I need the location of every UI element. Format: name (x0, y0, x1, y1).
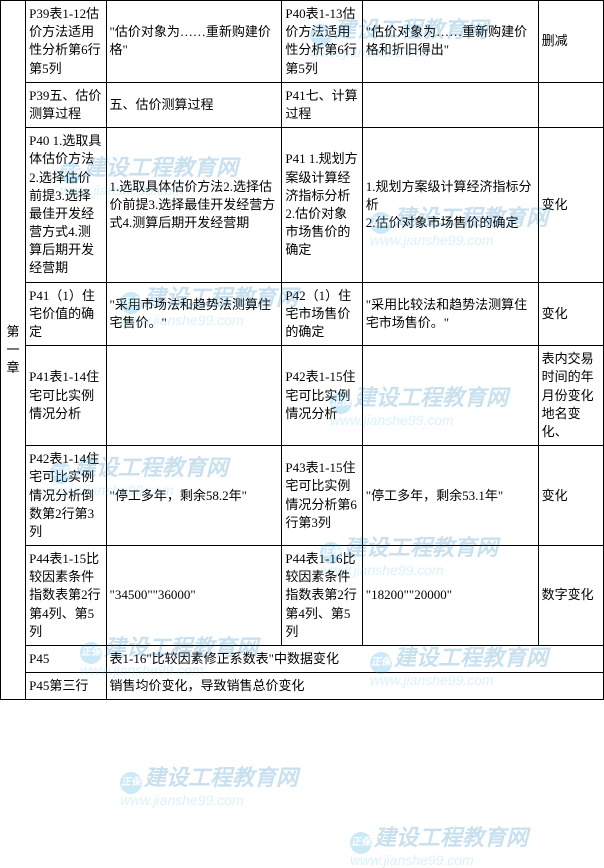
old-content-cell: "估价对象为……重新购建价格" (106, 1, 282, 83)
old-content-cell: "34500""36000" (106, 546, 282, 646)
table-row: P41（1）住宅价值的确定"采用市场法和趋势法测算住宅售价。"P42（1）住宅市… (1, 282, 604, 346)
change-type-cell: 表内交易时间的年月份变化地名变化、 (538, 346, 603, 446)
old-content-cell (106, 346, 282, 446)
new-content-cell (362, 82, 538, 127)
old-ref-cell: P45第三行 (26, 673, 106, 700)
old-ref-cell: P44表1-15比较因素条件指数表第2行第4列、第5列 (26, 546, 106, 646)
new-content-cell: "18200""20000" (362, 546, 538, 646)
table-row: P39五、估价测算过程五、估价测算过程P41七、计算过程 (1, 82, 604, 127)
new-ref-cell: P42表1-15住宅可比实例情况分析 (282, 346, 362, 446)
old-content-cell: "停工多年，剩余58.2年" (106, 446, 282, 546)
watermark: 正保建设工程教育网www.jianshe99.com (350, 820, 528, 868)
change-type-cell (538, 82, 603, 127)
old-ref-cell: P45 (26, 646, 106, 673)
table-row: P42表1-14住宅可比实例情况分析倒数第2行第3列"停工多年，剩余58.2年"… (1, 446, 604, 546)
old-ref-cell: P40 1.选取具体估价方法2.选择估价前提3.选择最佳开发经营方式4.测算后期… (26, 128, 106, 283)
new-content-cell: "估价对象为……重新购建价格和折旧得出" (362, 1, 538, 83)
new-ref-cell: P40表1-13估价方法适用性分析第6行第5列 (282, 1, 362, 83)
chapter-label-cell: 第一章 (1, 1, 26, 700)
comparison-table: 第一章P39表1-12估价方法适用性分析第6行第5列"估价对象为……重新购建价格… (0, 0, 604, 700)
table-row: P44表1-15比较因素条件指数表第2行第4列、第5列"34500""36000… (1, 546, 604, 646)
old-ref-cell: P42表1-14住宅可比实例情况分析倒数第2行第3列 (26, 446, 106, 546)
table-row: P45表1-16"比较因素修正系数表"中数据变化 (1, 646, 604, 673)
new-content-cell: "采用比较法和趋势法测算住宅市场售价。" (362, 282, 538, 346)
new-ref-cell: P41七、计算过程 (282, 82, 362, 127)
old-content-cell: 销售均价变化，导致销售总价变化 (106, 673, 603, 700)
watermark: 正保建设工程教育网www.jianshe99.com (120, 760, 298, 808)
old-ref-cell: P41（1）住宅价值的确定 (26, 282, 106, 346)
change-type-cell: 变化 (538, 128, 603, 283)
old-content-cell: 表1-16"比较因素修正系数表"中数据变化 (106, 646, 603, 673)
change-type-cell: 数字变化 (538, 546, 603, 646)
old-ref-cell: P39五、估价测算过程 (26, 82, 106, 127)
table-row: 第一章P39表1-12估价方法适用性分析第6行第5列"估价对象为……重新购建价格… (1, 1, 604, 83)
new-content-cell: "停工多年，剩余53.1年" (362, 446, 538, 546)
new-ref-cell: P42（1）住宅市场售价的确定 (282, 282, 362, 346)
old-content-cell: 1.选取具体估价方法2.选择估价前提3.选择最佳开发经营方式4.测算后期开发经营… (106, 128, 282, 283)
new-ref-cell: P44表1-16比较因素条件指数表第2行第4列、第5列 (282, 546, 362, 646)
table-row: P41表1-14住宅可比实例情况分析 P42表1-15住宅可比实例情况分析 表内交易… (1, 346, 604, 446)
new-content-cell (362, 346, 538, 446)
old-content-cell: "采用市场法和趋势法测算住宅售价。" (106, 282, 282, 346)
table-row: P45第三行销售均价变化，导致销售总价变化 (1, 673, 604, 700)
change-type-cell: 变化 (538, 446, 603, 546)
change-type-cell: 变化 (538, 282, 603, 346)
old-ref-cell: P41表1-14住宅可比实例情况分析 (26, 346, 106, 446)
new-content-cell: 1.规划方案级计算经济指标分析2.估价对象市场售价的确定 (362, 128, 538, 283)
new-ref-cell: P43表1-15住宅可比实例情况分析第6行第3列 (282, 446, 362, 546)
new-ref-cell: P41 1.规划方案级计算经济指标分析2.估价对象市场售价的确定 (282, 128, 362, 283)
change-type-cell: 删减 (538, 1, 603, 83)
table-row: P40 1.选取具体估价方法2.选择估价前提3.选择最佳开发经营方式4.测算后期… (1, 128, 604, 283)
old-ref-cell: P39表1-12估价方法适用性分析第6行第5列 (26, 1, 106, 83)
old-content-cell: 五、估价测算过程 (106, 82, 282, 127)
